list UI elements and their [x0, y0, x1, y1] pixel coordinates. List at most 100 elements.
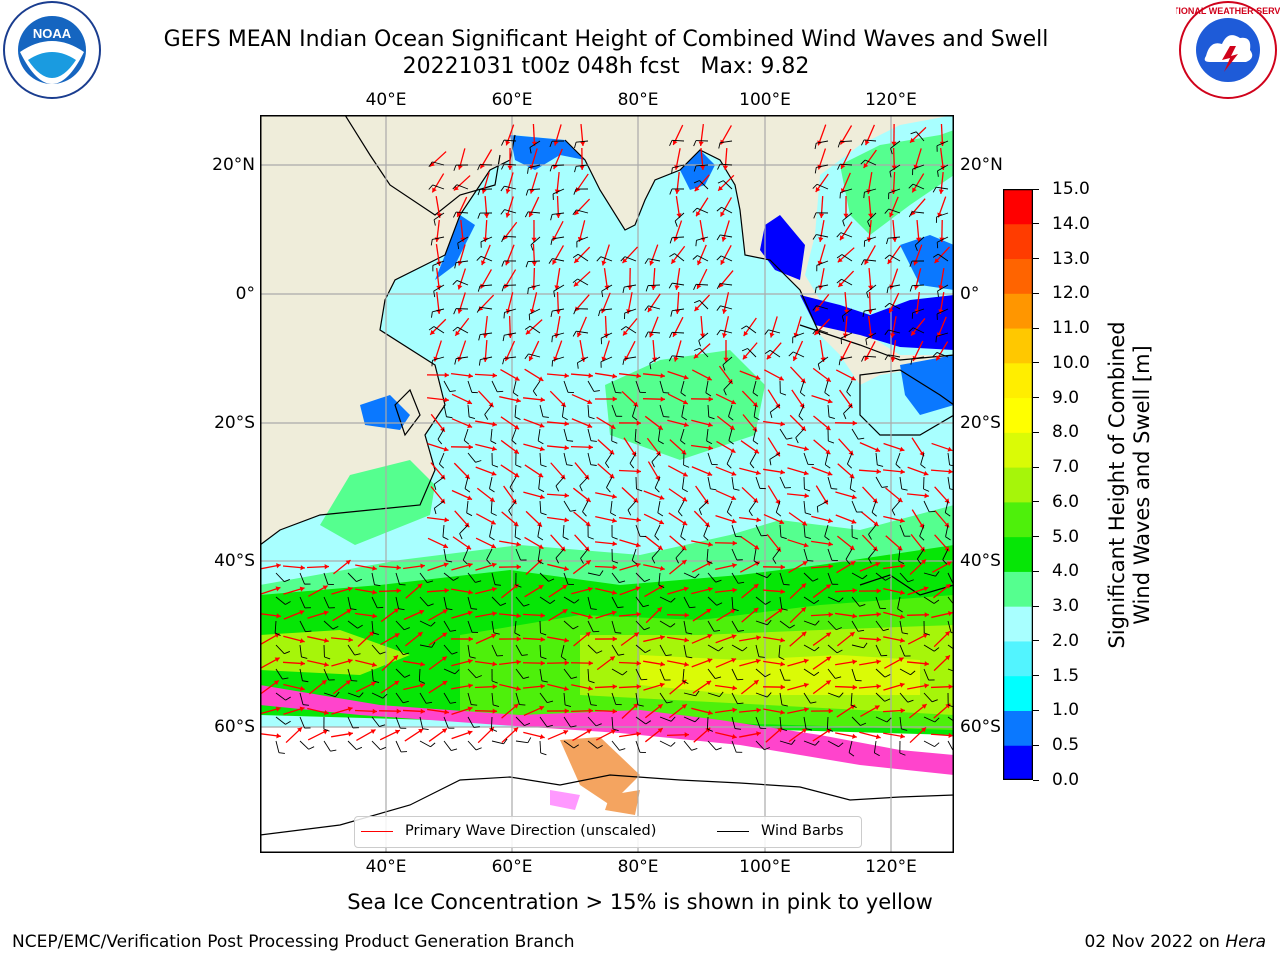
wind-barb	[936, 308, 949, 315]
wind-barb-flag	[934, 742, 940, 747]
wave-direction-arrowhead	[552, 259, 557, 265]
wave-direction-arrowhead	[923, 586, 929, 592]
wind-barb-flag	[738, 581, 745, 584]
wind-barbs	[274, 131, 954, 757]
wind-barb-flag	[500, 602, 507, 606]
wave-direction-arrowhead	[938, 309, 944, 314]
wind-barb	[323, 620, 334, 630]
wind-barb-flag	[737, 702, 744, 705]
wind-barb-flag	[681, 416, 688, 421]
wave-direction-arrowhead	[467, 610, 473, 616]
wave-direction-arrowhead	[899, 517, 905, 524]
wind-barb-flag	[644, 305, 649, 311]
wind-barb-flag	[889, 171, 892, 178]
wind-barb	[489, 524, 493, 537]
wind-barb	[947, 572, 954, 585]
lat-label-left: 20°N	[212, 155, 255, 175]
wind-barb	[511, 428, 517, 441]
wind-barb-flag	[606, 487, 611, 493]
wave-direction-arrowhead	[900, 469, 905, 475]
wave-direction-arrowhead	[539, 494, 545, 500]
wind-barb	[527, 188, 541, 191]
wind-barb-flag	[837, 141, 841, 148]
wind-barb	[798, 404, 805, 417]
wind-barb	[747, 348, 757, 358]
wind-barb-flag	[490, 440, 497, 445]
wind-barb	[395, 572, 400, 585]
noaa-logo-text: NOAA	[33, 26, 72, 41]
wind-barb	[491, 620, 495, 633]
wind-barb-flag	[719, 691, 724, 697]
wind-barb	[803, 548, 808, 561]
wind-barb	[827, 572, 833, 585]
wind-barb-flag	[694, 573, 700, 579]
colorbar-segment	[1003, 675, 1033, 711]
wind-barb-flag	[452, 184, 458, 190]
wave-direction-arrowhead	[659, 682, 665, 688]
wind-barb-flag	[764, 673, 771, 678]
wave-direction-arrowhead	[753, 680, 759, 685]
wave-direction-arrowhead	[660, 565, 665, 571]
wind-barb-flag	[553, 291, 556, 298]
colorbar-label-line1: Significant Height of Combined	[1105, 321, 1129, 649]
wind-barb	[827, 692, 840, 698]
wind-barb	[936, 212, 949, 218]
wind-barb	[275, 644, 285, 654]
wind-barb	[683, 716, 696, 723]
wind-barb	[899, 524, 905, 537]
wind-barb-flag	[527, 287, 529, 295]
wind-barb-flag	[836, 627, 842, 631]
wind-barb-flag	[593, 390, 600, 392]
wind-barb	[841, 278, 853, 286]
wind-barb-flag	[865, 339, 868, 346]
wind-barb-flag	[476, 255, 482, 261]
wind-barb	[827, 668, 836, 679]
wind-barb	[347, 644, 356, 656]
wave-direction-arrowhead	[852, 613, 857, 619]
map-legend: Primary Wave Direction (unscaled) Wind B…	[354, 816, 862, 848]
wind-barb	[707, 476, 711, 489]
wind-barb-flag	[572, 331, 577, 337]
wind-barb	[552, 212, 565, 215]
wind-barb	[897, 596, 901, 609]
wind-barb	[371, 740, 381, 750]
wind-barb	[600, 256, 613, 262]
wind-barb-flag	[937, 290, 939, 297]
wind-barb	[755, 572, 768, 579]
wind-barb	[433, 326, 445, 334]
wind-barb-flag	[588, 680, 595, 684]
wind-barb	[851, 572, 863, 580]
wind-barb-flag	[620, 256, 626, 262]
wind-barb	[467, 692, 472, 705]
wind-barb	[683, 740, 692, 751]
wind-barb-flag	[530, 244, 534, 251]
wave-direction-arrowhead	[440, 498, 446, 504]
wind-barb	[945, 524, 949, 537]
wave-direction-arrowhead	[441, 656, 447, 662]
wave-direction-arrowhead	[731, 495, 737, 501]
wind-barb-flag	[547, 700, 554, 704]
wave-direction-arrowhead	[511, 498, 517, 504]
wind-barb	[528, 284, 541, 289]
wave-direction-arrowhead	[945, 584, 951, 589]
wind-barb	[432, 236, 445, 240]
wave-direction-arrowhead	[682, 496, 688, 502]
wind-barb	[480, 356, 493, 361]
wind-barb	[696, 207, 709, 214]
wave-direction-arrowhead	[464, 473, 470, 479]
lat-label-left: 60°S	[214, 717, 255, 737]
wind-barb	[371, 716, 380, 727]
wind-barb	[864, 159, 877, 166]
wave-direction-arrowhead	[704, 522, 710, 527]
wind-barb-flag	[812, 328, 817, 335]
wind-barb	[395, 596, 400, 609]
wave-direction-arrowhead	[563, 566, 569, 572]
wind-barb	[707, 620, 715, 632]
wave-direction-arrowhead	[682, 399, 688, 405]
wind-barb-flag	[860, 139, 865, 146]
wind-barb	[779, 620, 790, 629]
wave-direction-arrowhead	[564, 517, 569, 523]
wind-barb-flag	[716, 255, 722, 261]
wind-barb	[775, 500, 781, 513]
wind-barb	[827, 644, 838, 654]
